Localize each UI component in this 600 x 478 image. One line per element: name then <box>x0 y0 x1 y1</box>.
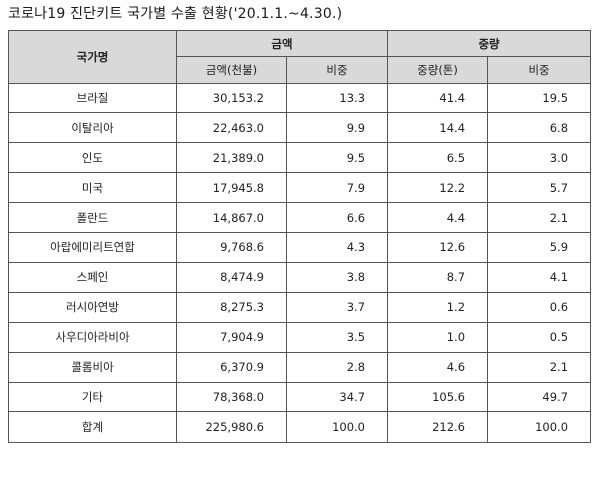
weight-cell: 8.7 <box>387 261 489 293</box>
weight-cell: 1.2 <box>387 291 489 323</box>
weight-cell: 41.4 <box>387 82 489 114</box>
table-row: 사우디아라비아 7,904.9 3.5 1.0 0.5 <box>8 321 592 353</box>
weight-cell: 105.6 <box>387 381 489 413</box>
total-weight-cell: 212.6 <box>387 411 489 444</box>
weight-cell: 14.4 <box>387 112 489 144</box>
weight-cell: 4.4 <box>387 202 489 234</box>
weight-share-cell: 2.1 <box>487 202 592 234</box>
total-weight-share-cell: 100.0 <box>487 411 592 444</box>
amount-share-cell: 9.5 <box>285 142 389 174</box>
weight-share-cell: 0.6 <box>487 291 592 323</box>
weight-share-cell: 6.8 <box>487 112 592 144</box>
table-row: 폴란드 14,867.0 6.6 4.4 2.1 <box>8 202 592 234</box>
amount-cell: 8,275.3 <box>176 291 287 323</box>
header-amount-share: 비중 <box>285 56 389 84</box>
weight-share-cell: 2.1 <box>487 351 592 383</box>
amount-share-cell: 34.7 <box>285 381 389 413</box>
amount-share-cell: 3.8 <box>285 261 389 293</box>
export-table: 국가명 금액 중량 금액(천불) 비중 중량(톤) 비중 브라질 30,153.… <box>8 29 592 444</box>
amount-cell: 21,389.0 <box>176 142 287 174</box>
header-row-top: 국가명 금액 중량 <box>8 29 592 84</box>
header-country: 국가명 <box>8 30 177 84</box>
amount-share-cell: 2.8 <box>285 351 389 383</box>
weight-cell: 4.6 <box>387 351 489 383</box>
weight-cell: 12.2 <box>387 172 489 204</box>
weight-cell: 1.0 <box>387 321 489 353</box>
amount-cell: 8,474.9 <box>176 261 287 293</box>
weight-cell: 6.5 <box>387 142 489 174</box>
header-weight-group: 중량 <box>387 29 592 58</box>
country-cell: 인도 <box>8 142 177 174</box>
header-amount-group: 금액 <box>175 29 389 58</box>
amount-share-cell: 4.3 <box>285 232 389 263</box>
amount-share-cell: 13.3 <box>285 82 389 114</box>
amount-share-cell: 3.5 <box>285 321 389 353</box>
header-row-sub: 금액(천불) 비중 중량(톤) 비중 <box>9 56 592 84</box>
country-cell: 이탈리아 <box>8 112 177 144</box>
table-caption: 코로나19 진단키트 국가별 수출 현황('20.1.1.~4.30.) <box>8 6 343 22</box>
header-weight-share: 비중 <box>487 56 592 84</box>
table-row: 스페인 8,474.9 3.8 8.7 4.1 <box>8 261 592 293</box>
weight-share-cell: 49.7 <box>487 381 592 413</box>
table-row: 콜롬비아 6,370.9 2.8 4.6 2.1 <box>8 351 592 383</box>
amount-cell: 7,904.9 <box>176 321 287 353</box>
country-cell: 사우디아라비아 <box>8 321 177 353</box>
amount-share-cell: 3.7 <box>285 291 389 323</box>
weight-cell: 12.6 <box>387 232 489 263</box>
amount-cell: 14,867.0 <box>176 202 287 234</box>
weight-share-cell: 5.7 <box>487 172 592 204</box>
table-row: 이탈리아 22,463.0 9.9 14.4 6.8 <box>8 112 592 144</box>
table-header: 국가명 금액 중량 금액(천불) 비중 중량(톤) 비중 <box>8 29 592 84</box>
amount-cell: 78,368.0 <box>176 381 287 413</box>
table-row: 러시아연방 8,275.3 3.7 1.2 0.6 <box>8 291 592 323</box>
amount-share-cell: 7.9 <box>285 172 389 204</box>
table-row: 브라질 30,153.2 13.3 41.4 19.5 <box>8 82 592 114</box>
total-row: 합계 225,980.6 100.0 212.6 100.0 <box>8 411 592 444</box>
amount-cell: 9,768.6 <box>176 232 287 263</box>
header-amount: 금액(천불) <box>176 56 287 84</box>
table-row: 인도 21,389.0 9.5 6.5 3.0 <box>8 142 592 174</box>
weight-share-cell: 19.5 <box>487 82 592 114</box>
amount-cell: 22,463.0 <box>176 112 287 144</box>
country-cell: 스페인 <box>8 261 177 293</box>
country-cell: 브라질 <box>8 82 177 114</box>
country-cell: 미국 <box>8 172 177 204</box>
amount-share-cell: 6.6 <box>285 202 389 234</box>
table-row: 미국 17,945.8 7.9 12.2 5.7 <box>8 172 592 204</box>
total-amount-cell: 225,980.6 <box>176 411 287 444</box>
table-row: 아랍에미리트연합 9,768.6 4.3 12.6 5.9 <box>8 232 592 263</box>
table-row: 기타 78,368.0 34.7 105.6 49.7 <box>8 381 592 413</box>
amount-cell: 30,153.2 <box>176 82 287 114</box>
total-amount-share-cell: 100.0 <box>285 411 389 444</box>
weight-share-cell: 5.9 <box>487 232 592 263</box>
amount-cell: 17,945.8 <box>176 172 287 204</box>
amount-share-cell: 9.9 <box>285 112 389 144</box>
amount-cell: 6,370.9 <box>176 351 287 383</box>
country-cell: 콜롬비아 <box>8 351 177 383</box>
country-cell: 폴란드 <box>8 202 177 234</box>
weight-share-cell: 4.1 <box>487 261 592 293</box>
table-body: 브라질 30,153.2 13.3 41.4 19.5 이탈리아 22,463.… <box>8 82 592 444</box>
weight-share-cell: 0.5 <box>487 321 592 353</box>
header-weight: 중량(톤) <box>387 56 489 84</box>
weight-share-cell: 3.0 <box>487 142 592 174</box>
country-cell: 아랍에미리트연합 <box>8 232 177 263</box>
country-cell: 러시아연방 <box>8 291 177 323</box>
country-cell: 기타 <box>8 381 177 413</box>
total-label-cell: 합계 <box>8 411 177 444</box>
